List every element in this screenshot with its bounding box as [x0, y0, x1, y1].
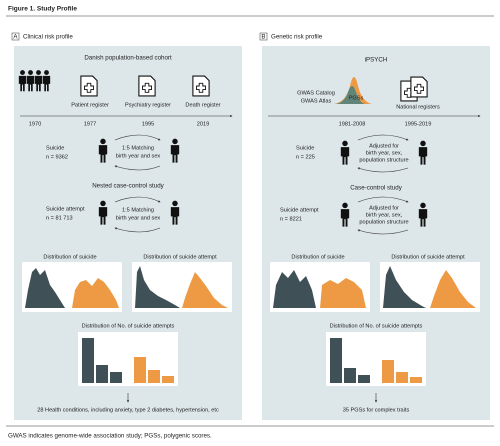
shape — [396, 372, 408, 383]
chart-title: Distribution of No. of suicide attempts — [330, 323, 423, 329]
shape — [357, 134, 409, 141]
shape — [273, 270, 316, 308]
shape — [25, 268, 65, 308]
shape — [382, 360, 394, 383]
figure-title: Figure 1. Study Profile — [8, 6, 77, 13]
shape — [383, 266, 426, 308]
shape — [148, 370, 160, 383]
shape — [410, 377, 422, 383]
chart-title: Distribution of suicide attempt — [391, 254, 465, 260]
icon — [410, 76, 428, 98]
source: National registers — [396, 104, 440, 110]
case-label: Suicide attempt — [46, 206, 85, 212]
shape — [110, 372, 122, 383]
shape — [326, 332, 426, 386]
shape — [134, 357, 146, 383]
case-label: Suicide — [296, 145, 314, 151]
source: PGSs — [349, 95, 364, 101]
matching: birth year, sex, — [366, 212, 403, 218]
panel-letter: A — [13, 34, 18, 41]
icon — [80, 75, 98, 97]
timeline-year: 1970 — [29, 121, 41, 127]
matching: birth year and sex — [116, 153, 161, 159]
case-label: Suicide attempt — [280, 207, 319, 213]
panel-b: B Genetic risk profile iPSYCH GWAS Catal… — [259, 32, 490, 420]
timeline-year: 1995-2019 — [405, 121, 432, 127]
timeline-year: 1995 — [142, 121, 154, 127]
matching: population structure — [359, 157, 408, 163]
matching: birth year and sex — [116, 215, 161, 221]
case-n: n = 8221 — [280, 216, 302, 222]
shape — [114, 165, 161, 171]
source: Patient register — [71, 102, 109, 108]
timeline-year: 1981-2008 — [339, 121, 366, 127]
source: GWAS Atlas — [301, 98, 332, 104]
icon — [138, 75, 156, 97]
shape — [162, 376, 174, 383]
shape — [82, 338, 94, 383]
shape — [182, 272, 228, 308]
shape — [357, 196, 409, 203]
chart-title: Distribution of No. of suicide attempts — [82, 323, 175, 329]
cohort: Danish population-based cohort — [84, 55, 172, 62]
case-n: n = 225 — [296, 154, 315, 160]
panel-title: Genetic risk profile — [271, 34, 323, 41]
case-n: n = 81 713 — [46, 215, 73, 221]
panel-title: Clinical risk profile — [23, 34, 73, 41]
shape — [135, 266, 180, 308]
chart-title: Distribution of suicide — [43, 254, 96, 260]
outcome: 28 Health conditions, including anxiety,… — [37, 407, 219, 413]
shape — [78, 332, 178, 386]
shape — [334, 86, 366, 104]
chart-title: Distribution of suicide — [291, 254, 344, 260]
shape — [357, 167, 409, 173]
shape — [114, 134, 161, 141]
shape — [72, 278, 119, 308]
panel-a: A Clinical risk profile Danish populatio… — [11, 32, 242, 420]
design: Case-control study — [350, 185, 402, 192]
panel-letter: B — [261, 34, 265, 41]
timeline-year: 2019 — [197, 121, 209, 127]
shape — [114, 227, 161, 233]
shape — [358, 375, 370, 383]
case-label: Suicide — [46, 145, 64, 151]
icon — [192, 75, 210, 97]
source: Death register — [185, 102, 220, 108]
matching: Adjusted for — [369, 205, 399, 211]
shape — [320, 278, 366, 308]
outcome: 35 PGSs for complex traits — [343, 407, 410, 413]
shape — [259, 32, 268, 41]
source: Psychiatry register — [125, 102, 171, 108]
case-n: n = 9362 — [46, 154, 68, 160]
footnote: GWAS indicates genome-wide association s… — [8, 433, 212, 440]
chart-title: Distribution of suicide attempt — [143, 254, 217, 260]
shape — [430, 270, 476, 308]
design: Nested case-control study — [92, 183, 164, 190]
shape — [96, 365, 108, 383]
shape — [114, 196, 161, 203]
cohort: iPSYCH — [365, 57, 388, 64]
shape — [344, 368, 356, 383]
source: GWAS Catalog — [297, 90, 335, 96]
matching: population structure — [359, 219, 408, 225]
shape — [357, 229, 409, 235]
matching: Adjusted for — [369, 143, 399, 149]
matching: 1:5 Matching — [122, 207, 154, 213]
shape — [330, 338, 342, 383]
timeline-year: 1977 — [84, 121, 96, 127]
shape — [11, 32, 20, 41]
matching: 1:5 Matching — [122, 145, 154, 151]
matching: birth year, sex, — [366, 150, 403, 156]
